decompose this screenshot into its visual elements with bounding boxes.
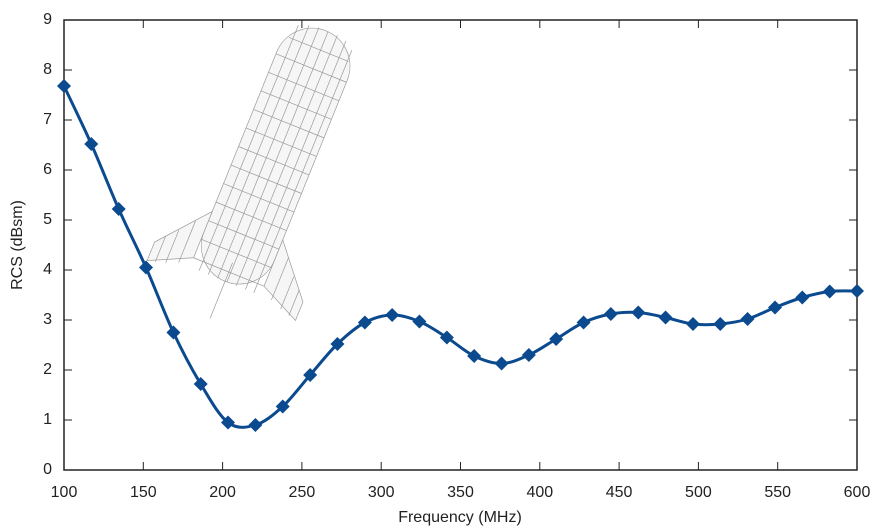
- data-point: [740, 312, 755, 326]
- data-point: [822, 284, 837, 299]
- data-point: [303, 368, 318, 382]
- data-point: [385, 308, 400, 322]
- data-point: [357, 315, 372, 330]
- data-point: [795, 290, 810, 305]
- x-tick-label: 400: [526, 484, 553, 501]
- x-tick-label: 300: [368, 484, 395, 501]
- data-point: [850, 284, 864, 298]
- data-point: [412, 314, 427, 329]
- data-point: [439, 330, 454, 345]
- data-point: [84, 137, 99, 151]
- data-point: [220, 415, 235, 430]
- data-point: [768, 300, 783, 315]
- data-point: [631, 305, 646, 320]
- x-tick-label: 250: [289, 484, 316, 501]
- data-point: [658, 310, 673, 325]
- y-axis-label: RCS (dBsm): [9, 200, 26, 290]
- y-tick-label: 4: [43, 261, 52, 278]
- x-tick-label: 600: [844, 484, 871, 501]
- data-point: [138, 260, 153, 275]
- x-tick-label: 450: [606, 484, 633, 501]
- x-tick-label: 550: [764, 484, 791, 501]
- data-point: [275, 399, 290, 414]
- y-tick-label: 8: [43, 61, 52, 78]
- y-tick-label: 2: [43, 361, 52, 378]
- data-point: [166, 325, 181, 340]
- data-point: [549, 332, 564, 346]
- data-point: [494, 356, 509, 371]
- x-tick-label: 350: [447, 484, 474, 501]
- data-point: [193, 377, 208, 391]
- y-tick-label: 9: [43, 11, 52, 28]
- data-point: [521, 348, 536, 362]
- data-point: [467, 349, 482, 363]
- y-tick-label: 6: [43, 161, 52, 178]
- x-tick-label: 100: [51, 484, 78, 501]
- x-tick-label: 200: [209, 484, 236, 501]
- missile-illustration: [146, 24, 353, 322]
- data-point: [330, 337, 345, 351]
- data-point: [686, 317, 701, 331]
- data-point: [248, 418, 263, 432]
- data-point: [576, 315, 591, 330]
- y-tick-label: 3: [43, 311, 52, 328]
- data-point: [57, 79, 71, 93]
- y-tick-label: 5: [43, 211, 52, 228]
- y-tick-label: 1: [43, 411, 52, 428]
- y-tick-label: 7: [43, 111, 52, 128]
- data-point: [603, 307, 618, 321]
- data-point: [713, 317, 728, 331]
- x-tick-label: 500: [685, 484, 712, 501]
- x-tick-label: 150: [130, 484, 157, 501]
- x-axis-label: Frequency (MHz): [398, 509, 522, 526]
- data-point: [111, 202, 126, 216]
- y-tick-label: 0: [43, 461, 52, 478]
